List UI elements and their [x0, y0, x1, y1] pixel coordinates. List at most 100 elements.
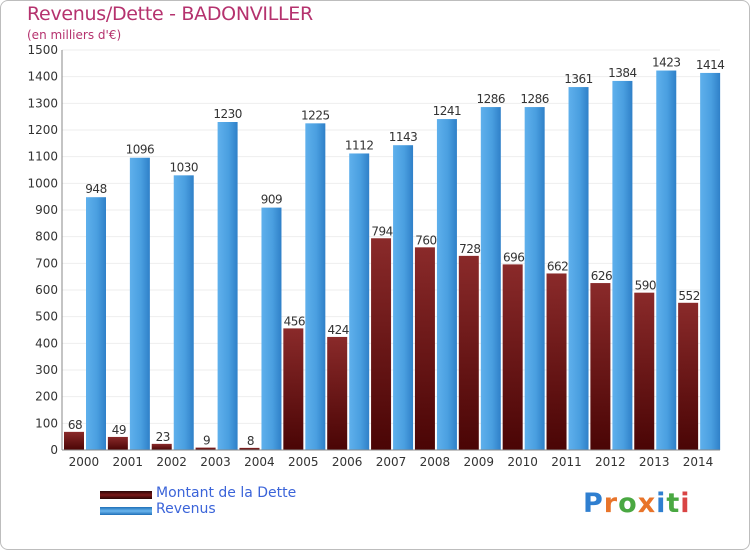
x-tick-label: 2002 [156, 455, 187, 469]
data-label-debt: 696 [503, 250, 524, 264]
y-tick-label: 1100 [27, 150, 58, 164]
legend-swatch-debt [100, 491, 152, 499]
bar-revenue [349, 153, 370, 450]
y-tick-label: 100 [35, 416, 58, 430]
y-tick-label: 1400 [27, 70, 58, 84]
bar-revenue [305, 123, 326, 450]
x-tick-label: 2011 [551, 455, 582, 469]
x-tick-label: 2008 [420, 455, 451, 469]
chart-subtitle: (en milliers d'€) [27, 28, 122, 42]
y-tick-label: 1000 [27, 176, 58, 190]
x-tick-label: 2004 [244, 455, 275, 469]
y-tick-label: 1200 [27, 123, 58, 137]
y-tick-label: 200 [35, 390, 58, 404]
bar-revenue [568, 87, 589, 451]
bar-debt [414, 247, 435, 450]
bar-revenue [524, 107, 545, 451]
logo-letter: P [583, 488, 604, 519]
x-tick-label: 2003 [200, 455, 231, 469]
data-label-revenue: 1384 [608, 66, 637, 80]
x-tick-label: 2013 [639, 455, 670, 469]
data-label-revenue: 1112 [345, 138, 374, 152]
y-tick-label: 1300 [27, 96, 58, 110]
y-tick-label: 0 [50, 443, 58, 457]
x-tick-label: 2007 [376, 455, 407, 469]
y-tick-label: 500 [35, 310, 58, 324]
y-tick-label: 900 [35, 203, 58, 217]
data-label-debt: 456 [284, 314, 305, 328]
data-label-revenue: 1143 [389, 130, 418, 144]
bar-debt [678, 302, 699, 450]
data-label-revenue: 1423 [652, 56, 681, 70]
y-tick-label: 300 [35, 363, 58, 377]
data-label-revenue: 1286 [477, 92, 506, 106]
data-label-debt: 552 [678, 289, 699, 303]
bar-revenue [261, 207, 282, 450]
x-tick-label: 2009 [463, 455, 494, 469]
data-label-revenue: 1230 [213, 107, 242, 121]
bar-debt [634, 292, 655, 450]
x-tick-label: 2012 [595, 455, 626, 469]
data-label-revenue: 909 [261, 193, 282, 207]
bar-revenue [436, 119, 457, 451]
bar-debt [283, 328, 304, 450]
chart-title: Revenus/Dette - BADONVILLER [27, 3, 313, 25]
bar-debt [327, 336, 348, 450]
bar-debt [371, 238, 392, 450]
data-label-revenue: 1241 [433, 104, 462, 118]
y-tick-label: 800 [35, 230, 58, 244]
data-label-debt: 794 [371, 224, 392, 238]
y-tick-label: 400 [35, 336, 58, 350]
bar-debt [502, 264, 523, 450]
logo-letter: t [666, 488, 681, 519]
x-tick-label: 2005 [288, 455, 319, 469]
logo-letter: x [637, 488, 657, 519]
data-label-debt: 8 [247, 434, 254, 448]
y-tick-label: 600 [35, 283, 58, 297]
data-label-revenue: 1414 [696, 58, 725, 72]
bar-debt [546, 273, 567, 450]
bar-revenue [217, 122, 238, 450]
y-tick-label: 1500 [27, 43, 58, 57]
x-tick-label: 2010 [507, 455, 538, 469]
logo-letter: r [603, 488, 619, 519]
bar-revenue [393, 145, 414, 450]
bar-revenue [700, 72, 721, 450]
data-label-debt: 662 [547, 259, 568, 273]
bar-revenue [173, 175, 194, 451]
logo-letter: i [680, 488, 691, 519]
bar-revenue [480, 107, 501, 451]
data-label-debt: 23 [156, 430, 170, 444]
data-label-revenue: 1096 [126, 143, 155, 157]
legend-swatch-revenue [100, 507, 152, 515]
data-label-revenue: 1361 [564, 72, 593, 86]
data-label-revenue: 1030 [169, 160, 198, 174]
legend-label-revenue: Revenus [156, 501, 216, 517]
bar-debt [64, 431, 84, 450]
x-tick-label: 2000 [69, 455, 100, 469]
data-label-revenue: 948 [85, 182, 106, 196]
data-label-debt: 49 [112, 423, 126, 437]
bars [64, 70, 721, 451]
axes: 0 100 200 300 400 500 600 700 800 900 1000 1100 1200… [27, 43, 720, 469]
data-label-revenue: 1225 [301, 108, 330, 122]
logo-letter: i [656, 488, 667, 519]
bar-revenue [129, 157, 150, 450]
bar-revenue [86, 197, 106, 450]
x-tick-label: 2006 [332, 455, 363, 469]
logo-letter: o [618, 488, 638, 519]
x-tick-label: 2001 [113, 455, 144, 469]
bar-debt [239, 447, 260, 450]
data-labels: 68 948 49 1096 23 1030 9 1230 8 909 456 1225 424 1112… [68, 56, 725, 448]
bar-debt [107, 436, 128, 450]
data-label-debt: 626 [591, 269, 612, 283]
bar-revenue [656, 70, 677, 451]
data-label-debt: 760 [415, 233, 436, 247]
data-label-revenue: 1286 [520, 92, 549, 106]
data-label-debt: 590 [635, 279, 656, 293]
data-label-debt: 424 [327, 323, 348, 337]
x-tick-label: 2014 [683, 455, 714, 469]
bar-debt [590, 283, 611, 450]
bar-debt [151, 443, 172, 450]
